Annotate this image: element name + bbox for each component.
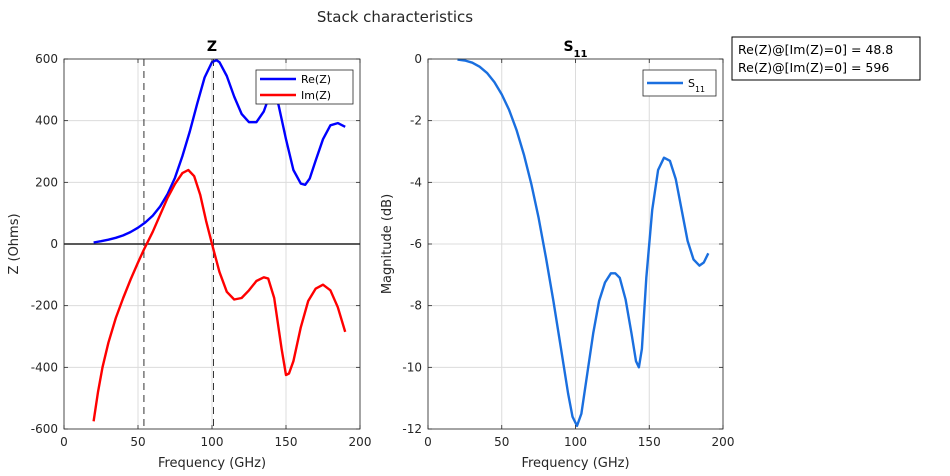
annotation-line-1: Re(Z)@[Im(Z)=0] = 48.8 xyxy=(738,42,893,57)
y-tick-label: -400 xyxy=(31,360,58,374)
x-tick-label: 100 xyxy=(564,435,587,449)
x-tick-label: 0 xyxy=(424,435,432,449)
annotation-frame xyxy=(731,36,921,81)
x-tick-label: 200 xyxy=(712,435,735,449)
x-axis-label: Frequency (GHz) xyxy=(158,456,266,471)
y-tick-label: 0 xyxy=(50,237,58,251)
x-tick-label: 100 xyxy=(201,435,224,449)
legend-label-re-z: Re(Z) xyxy=(301,73,331,86)
legend-label-s11: S11 xyxy=(688,77,705,94)
chart-title: Z xyxy=(207,39,217,55)
z-impedance-chart: 0 50 100 150 200 -600 -400 -200 0 200 400 600 Freque… xyxy=(7,39,371,471)
y-tick-label: -8 xyxy=(410,299,422,313)
legend-label-im-z: Im(Z) xyxy=(301,89,331,102)
figure-title: Stack characteristics xyxy=(317,8,473,26)
x-tick-label: 200 xyxy=(349,435,372,449)
s11-chart: 0 50 100 150 200 -12 -10 -8 -6 -4 -2 0 Frequency (GH… xyxy=(380,39,734,471)
y-tick-label: -600 xyxy=(31,422,58,436)
y-tick-label: 0 xyxy=(414,52,422,66)
y-tick-label: -10 xyxy=(402,360,422,374)
chart-title: S11 xyxy=(563,39,587,60)
y-tick-label: -6 xyxy=(410,237,422,251)
annotation-line-2: Re(Z)@[Im(Z)=0] = 596 xyxy=(738,60,889,75)
x-tick-label: 150 xyxy=(275,435,298,449)
x-axis-label: Frequency (GHz) xyxy=(521,456,629,471)
y-axis-label: Z (Ohms) xyxy=(7,213,22,274)
y-tick-label: 400 xyxy=(35,114,58,128)
x-tick-label: 50 xyxy=(494,435,509,449)
y-tick-label: -200 xyxy=(31,299,58,313)
x-tick-label: 50 xyxy=(130,435,145,449)
y-tick-label: -12 xyxy=(402,422,422,436)
x-tick-label: 0 xyxy=(60,435,68,449)
series-line-im-z xyxy=(92,168,347,422)
legend-box xyxy=(255,69,354,105)
y-tick-label: 600 xyxy=(35,52,58,66)
y-tick-label: -2 xyxy=(410,114,422,128)
annotation-box: Re(Z)@[Im(Z)=0] = 48.8 Re(Z)@[Im(Z)=0] =… xyxy=(731,36,921,81)
y-tick-label: -4 xyxy=(410,175,422,189)
series-line-s11 xyxy=(457,58,710,428)
y-tick-label: 200 xyxy=(35,175,58,189)
x-tick-label: 150 xyxy=(638,435,661,449)
y-axis-label: Magnitude (dB) xyxy=(380,194,395,294)
series-line-re-z xyxy=(93,59,346,244)
